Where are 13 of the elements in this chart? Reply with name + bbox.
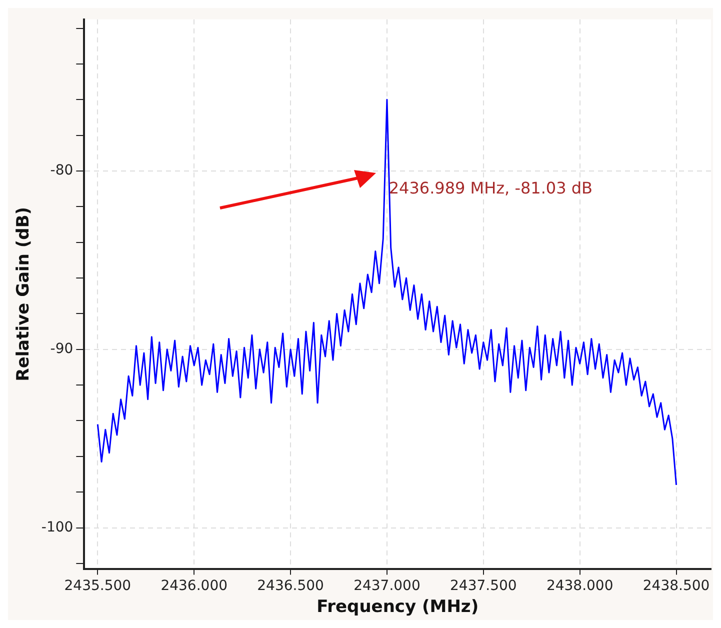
y-tick-label: -90 — [50, 341, 74, 358]
annotation: 2436.989 MHz, -81.03 dB — [388, 178, 592, 198]
y-tick-label: -100 — [41, 519, 74, 536]
x-axis-title: Frequency (MHz) — [316, 597, 479, 618]
x-tick-label: 2437.000 — [354, 578, 420, 594]
x-tick-label: 2435.500 — [64, 578, 132, 594]
x-tick-label: 2438.000 — [546, 578, 614, 594]
x-tick-label: 2436.000 — [160, 578, 228, 594]
x-tick-label: 2436.500 — [257, 578, 324, 594]
y-axis-title: Relative Gain (dB) — [14, 206, 34, 382]
x-tick-label: 2438.500 — [642, 578, 710, 594]
x-tick-label: 2437.500 — [450, 578, 517, 594]
y-tick-label: -80 — [50, 162, 74, 179]
